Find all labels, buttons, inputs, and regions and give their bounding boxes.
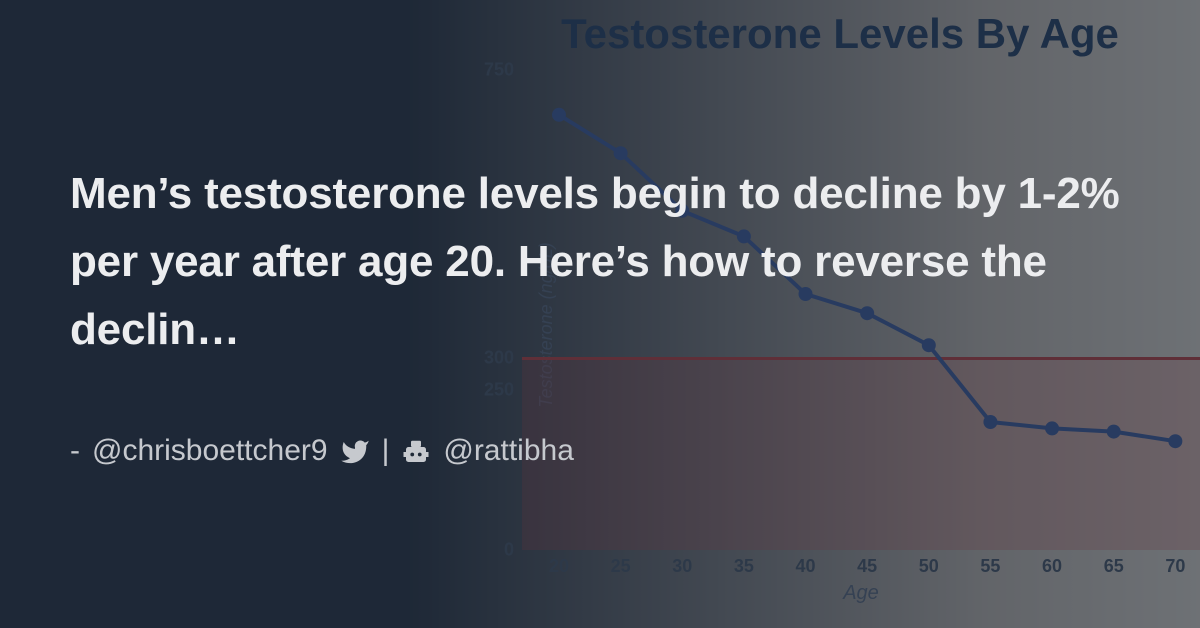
byline-prefix: - <box>70 434 80 468</box>
byline-separator: | <box>382 434 390 468</box>
twitter-icon <box>340 434 370 468</box>
overlay-text-layer: Men’s testosterone levels begin to decli… <box>0 0 1200 628</box>
robot-icon <box>401 434 431 468</box>
byline: - @chrisboettcher9 | @rattibha <box>70 434 1130 468</box>
headline-text: Men’s testosterone levels begin to decli… <box>70 160 1130 365</box>
site-handle: @rattibha <box>443 434 574 468</box>
author-handle: @chrisboettcher9 <box>92 434 328 468</box>
